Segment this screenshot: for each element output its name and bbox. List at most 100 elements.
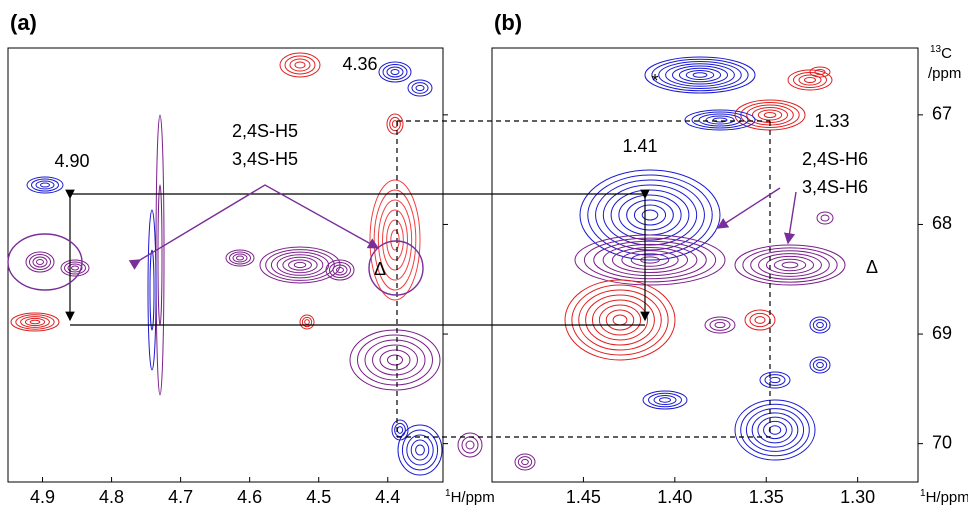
contour-line <box>734 244 846 286</box>
contour-line <box>816 321 824 329</box>
contour-line <box>698 113 742 127</box>
contour-line <box>744 309 776 331</box>
contour-line <box>605 309 635 331</box>
contour-line <box>592 299 648 341</box>
contour-line <box>521 458 529 466</box>
contour-line <box>382 64 408 80</box>
contour-line <box>742 247 838 283</box>
contour-line <box>644 56 756 94</box>
contour-line <box>457 432 483 458</box>
contour-line <box>684 109 756 131</box>
contour-line <box>659 397 671 403</box>
contour-line <box>288 259 312 271</box>
contour-line <box>814 69 826 75</box>
contour-line <box>612 314 628 326</box>
contour-line <box>630 253 670 267</box>
y-tick-label: 68 <box>932 213 952 233</box>
x-tick-label: 4.5 <box>306 487 331 507</box>
x-tick-label: 4.7 <box>168 487 193 507</box>
contour-line <box>820 214 830 222</box>
x-tick-label: 4.8 <box>99 487 124 507</box>
contour-line <box>583 237 717 283</box>
contours <box>10 52 846 476</box>
contour-line <box>621 250 679 270</box>
x-axis-label-text: H/ppm <box>926 489 968 506</box>
contour-line <box>517 456 533 468</box>
contour-line <box>461 436 479 454</box>
contour-line <box>301 316 313 328</box>
contour-line <box>410 439 430 461</box>
y-axis-label-text: C <box>941 45 952 62</box>
contour-line <box>391 120 399 128</box>
contour-line <box>64 261 86 275</box>
contour-line <box>357 334 433 386</box>
contour-line <box>289 58 311 72</box>
contour-line <box>685 70 715 80</box>
contour-line <box>648 392 682 408</box>
contour-line <box>386 113 404 135</box>
x-tick-label: 1.30 <box>840 487 875 507</box>
contour-line <box>564 279 676 361</box>
contour-line <box>709 319 731 331</box>
contour-line <box>299 314 315 330</box>
contour-line <box>773 258 807 272</box>
y-axis-label-sup: 13 <box>930 44 942 55</box>
contour-line <box>812 359 828 371</box>
contour-line <box>26 176 64 194</box>
contour-line <box>749 312 771 328</box>
contour-line <box>265 249 335 281</box>
contour-line <box>602 184 698 246</box>
y-tick-label: 70 <box>932 432 952 452</box>
annotation: 2,4S-H6 <box>802 149 868 169</box>
x-axis-label-sup: 1 <box>445 488 451 499</box>
contour-line <box>602 243 698 277</box>
contour-line <box>610 189 690 241</box>
contour-line <box>387 354 403 366</box>
contour-line <box>734 399 816 461</box>
contour-line <box>279 52 321 78</box>
contour-line <box>714 321 726 329</box>
annotation: * <box>651 71 658 91</box>
x-tick-label: 4.9 <box>30 487 55 507</box>
contour-line <box>386 219 404 261</box>
contour-line <box>36 259 44 265</box>
contour-line <box>757 416 793 444</box>
contour-line <box>633 204 667 226</box>
contour-line <box>270 251 330 279</box>
contour-line <box>60 259 90 277</box>
contour-line <box>763 112 777 118</box>
x-axis-label: 1H/ppm <box>920 488 968 506</box>
contour-line <box>769 376 781 384</box>
contour-line <box>757 109 783 121</box>
x-tick-label: 1.45 <box>566 487 601 507</box>
contour-line <box>24 317 46 327</box>
contour-line <box>759 371 791 389</box>
contour-line <box>653 395 677 405</box>
contour-line <box>349 329 441 391</box>
contour-line <box>304 319 310 325</box>
annotation: 3,4S-H6 <box>802 177 868 197</box>
contour-line <box>390 69 400 75</box>
contour-line <box>390 229 400 251</box>
contour-line <box>692 72 708 78</box>
panel-frame <box>491 47 919 483</box>
contour-line <box>35 180 55 190</box>
annotation: 1.41 <box>622 136 657 156</box>
contour-line <box>369 179 421 301</box>
connectors <box>7 120 797 438</box>
contour-line <box>809 356 831 374</box>
x-tick-label: 4.4 <box>375 487 400 507</box>
contour-line <box>20 316 50 328</box>
contour-line <box>149 249 155 331</box>
contour-line <box>29 254 51 270</box>
contour-line <box>147 209 157 371</box>
contour-line <box>781 261 799 269</box>
panel-label: (a) <box>10 10 37 35</box>
contour-line <box>804 77 816 83</box>
contour-line <box>29 319 41 325</box>
contour-line <box>768 425 782 435</box>
contour-line <box>665 63 735 87</box>
contour-line <box>593 240 707 280</box>
annotation: 3,4S-H5 <box>232 149 298 169</box>
annotation: Δ <box>374 259 386 279</box>
